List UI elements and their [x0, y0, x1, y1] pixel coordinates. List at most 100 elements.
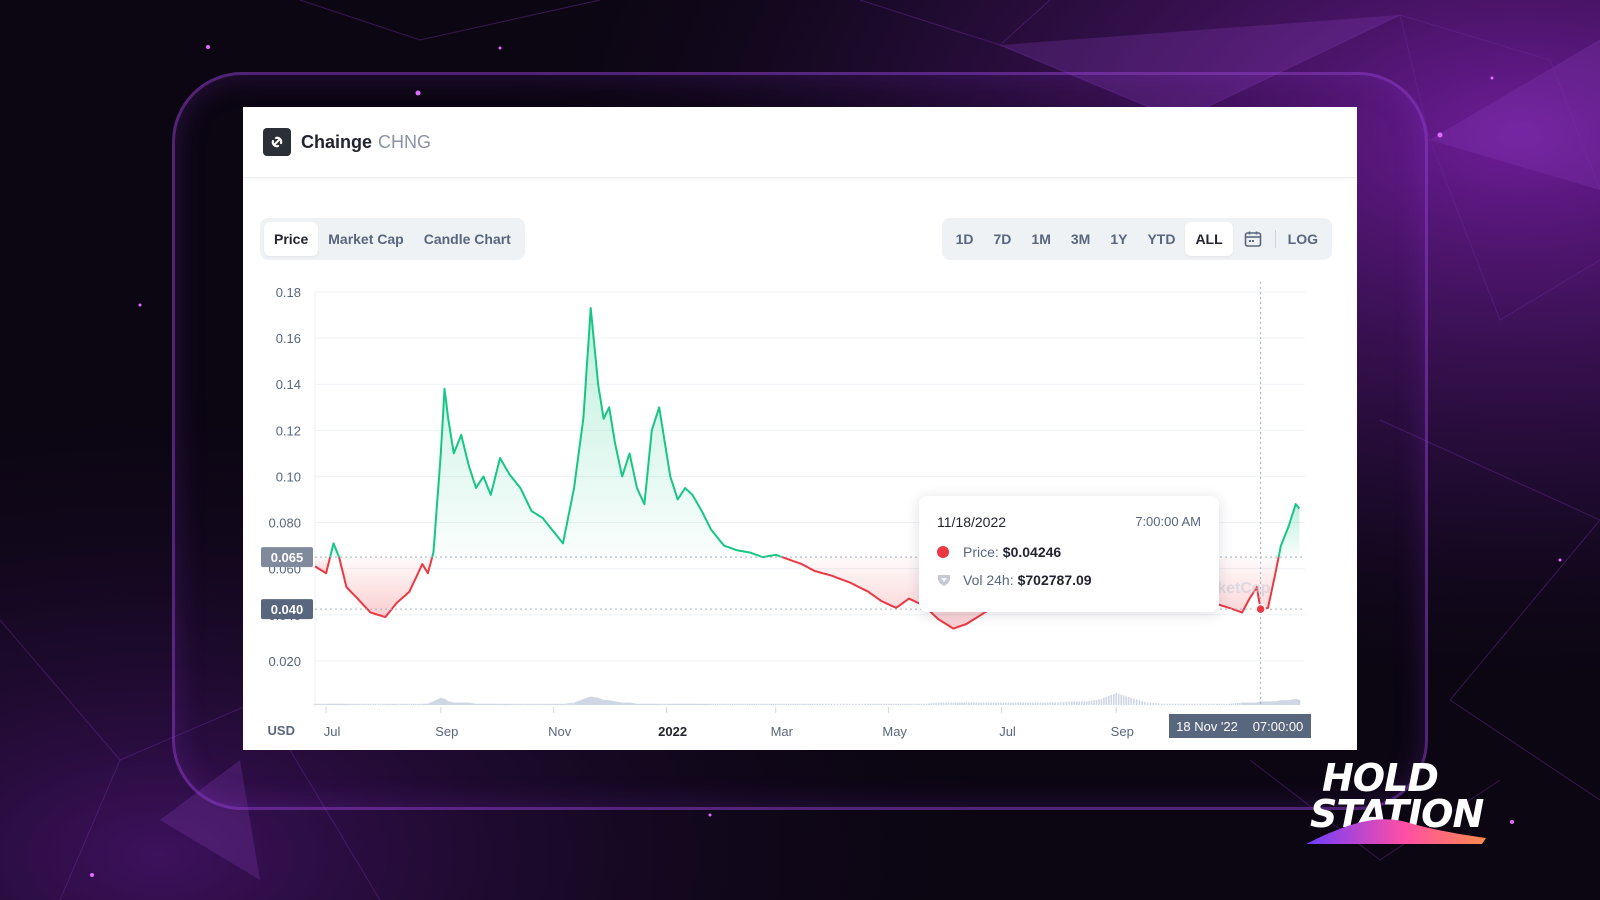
- volume-bar: [714, 703, 717, 705]
- range-7d[interactable]: 7D: [993, 231, 1012, 247]
- range-all[interactable]: ALL: [1185, 222, 1233, 256]
- tooltip-vol-label: Vol 24h:: [963, 572, 1014, 588]
- volume-bar: [639, 703, 642, 705]
- range-separator: [1274, 230, 1276, 248]
- volume-bar: [457, 702, 460, 705]
- volume-bar: [466, 702, 469, 705]
- volume-bar: [1138, 700, 1141, 705]
- tab-market-cap[interactable]: Market Cap: [328, 231, 404, 247]
- volume-bar: [1207, 703, 1210, 705]
- volume-bar: [678, 703, 680, 705]
- volume-bar: [1034, 702, 1037, 705]
- volume-bar: [334, 703, 337, 705]
- volume-bar: [785, 703, 788, 705]
- volume-bar: [1141, 701, 1143, 705]
- volume-bar: [740, 703, 743, 705]
- volume-bar: [1194, 703, 1196, 705]
- range-1m[interactable]: 1M: [1031, 231, 1051, 247]
- volume-bar: [691, 703, 694, 705]
- volume-bar: [736, 703, 738, 705]
- volume-bar: [1244, 702, 1247, 705]
- volume-bar: [913, 703, 915, 705]
- range-3m[interactable]: 3M: [1070, 231, 1091, 247]
- volume-bar: [512, 703, 514, 705]
- volume-bar: [609, 700, 611, 705]
- volume-bar: [1277, 700, 1279, 705]
- volume-bar: [340, 703, 343, 705]
- volume-bar: [597, 697, 599, 705]
- volume-bar: [887, 703, 890, 705]
- log-toggle[interactable]: LOG: [1287, 231, 1318, 247]
- volume-bars: [314, 693, 1301, 705]
- volume-bar: [601, 699, 604, 705]
- volume-bar: [932, 703, 935, 705]
- volume-bar: [377, 703, 379, 705]
- volume-bar: [1075, 701, 1078, 705]
- tab-price[interactable]: Price: [264, 222, 319, 256]
- volume-bar: [450, 702, 452, 705]
- tooltip-date: 11/18/2022: [937, 514, 1007, 530]
- volume-bar: [438, 698, 441, 705]
- volume-bar: [647, 703, 649, 705]
- volume-bar: [925, 703, 928, 705]
- volume-bar: [899, 703, 902, 705]
- volume-bar: [663, 703, 666, 705]
- volume-bar: [1005, 702, 1007, 705]
- volume-bar: [606, 700, 609, 705]
- volume-bar: [555, 703, 558, 705]
- volume-bar: [615, 701, 617, 705]
- volume-bar: [961, 702, 963, 705]
- volume-bar: [781, 703, 784, 705]
- price-chart[interactable]: 0.0200.0400.0600.0800.100.120.140.160.18…: [243, 107, 1357, 750]
- volume-bar: [729, 703, 732, 705]
- volume-shield-icon: [938, 575, 950, 586]
- volume-bar: [331, 703, 334, 705]
- volume-bar: [716, 703, 719, 705]
- tab-candle-chart[interactable]: Candle Chart: [423, 231, 511, 247]
- volume-bar: [1024, 702, 1027, 705]
- volume-bar: [1160, 703, 1163, 705]
- range-1d[interactable]: 1D: [955, 231, 974, 247]
- x-tick-label: Mar: [771, 724, 794, 739]
- range-ytd[interactable]: YTD: [1147, 231, 1176, 247]
- volume-bar: [892, 703, 895, 705]
- volume-bar: [333, 703, 336, 705]
- volume-bar: [1241, 702, 1243, 705]
- volume-bar: [903, 703, 906, 705]
- volume-bar: [670, 703, 673, 705]
- volume-bar: [422, 703, 425, 705]
- volume-bar: [852, 703, 854, 705]
- volume-bar: [436, 699, 438, 705]
- volume-bar: [1210, 703, 1213, 705]
- volume-bar: [1115, 693, 1118, 705]
- range-1y[interactable]: 1Y: [1110, 231, 1128, 247]
- volume-bar: [915, 703, 918, 705]
- volume-bar: [592, 697, 594, 705]
- volume-bar: [1144, 701, 1146, 705]
- volume-bar: [1146, 702, 1149, 705]
- area-above-baseline: [1278, 504, 1300, 558]
- volume-bar: [569, 703, 572, 705]
- volume-bar: [1265, 701, 1268, 705]
- volume-bar: [867, 703, 870, 705]
- device-frame: [172, 72, 1428, 810]
- volume-bar: [685, 703, 688, 705]
- volume-bar: [465, 702, 467, 705]
- volume-bar: [811, 703, 814, 705]
- volume-bar: [774, 703, 777, 705]
- calendar-button[interactable]: [1233, 222, 1273, 256]
- volume-bar: [602, 700, 605, 705]
- volume-bar: [954, 702, 957, 705]
- volume-bar: [807, 703, 809, 705]
- y-tick-label: 0.080: [268, 516, 301, 531]
- volume-bar: [869, 703, 872, 705]
- volume-bar: [1110, 695, 1113, 705]
- volume-bar: [611, 700, 613, 705]
- volume-bar: [543, 703, 546, 705]
- volume-bar: [855, 703, 857, 705]
- volume-bar: [408, 703, 411, 705]
- volume-bar: [628, 702, 631, 705]
- volume-bar: [612, 701, 614, 705]
- volume-bar: [942, 702, 945, 705]
- volume-bar: [329, 703, 331, 705]
